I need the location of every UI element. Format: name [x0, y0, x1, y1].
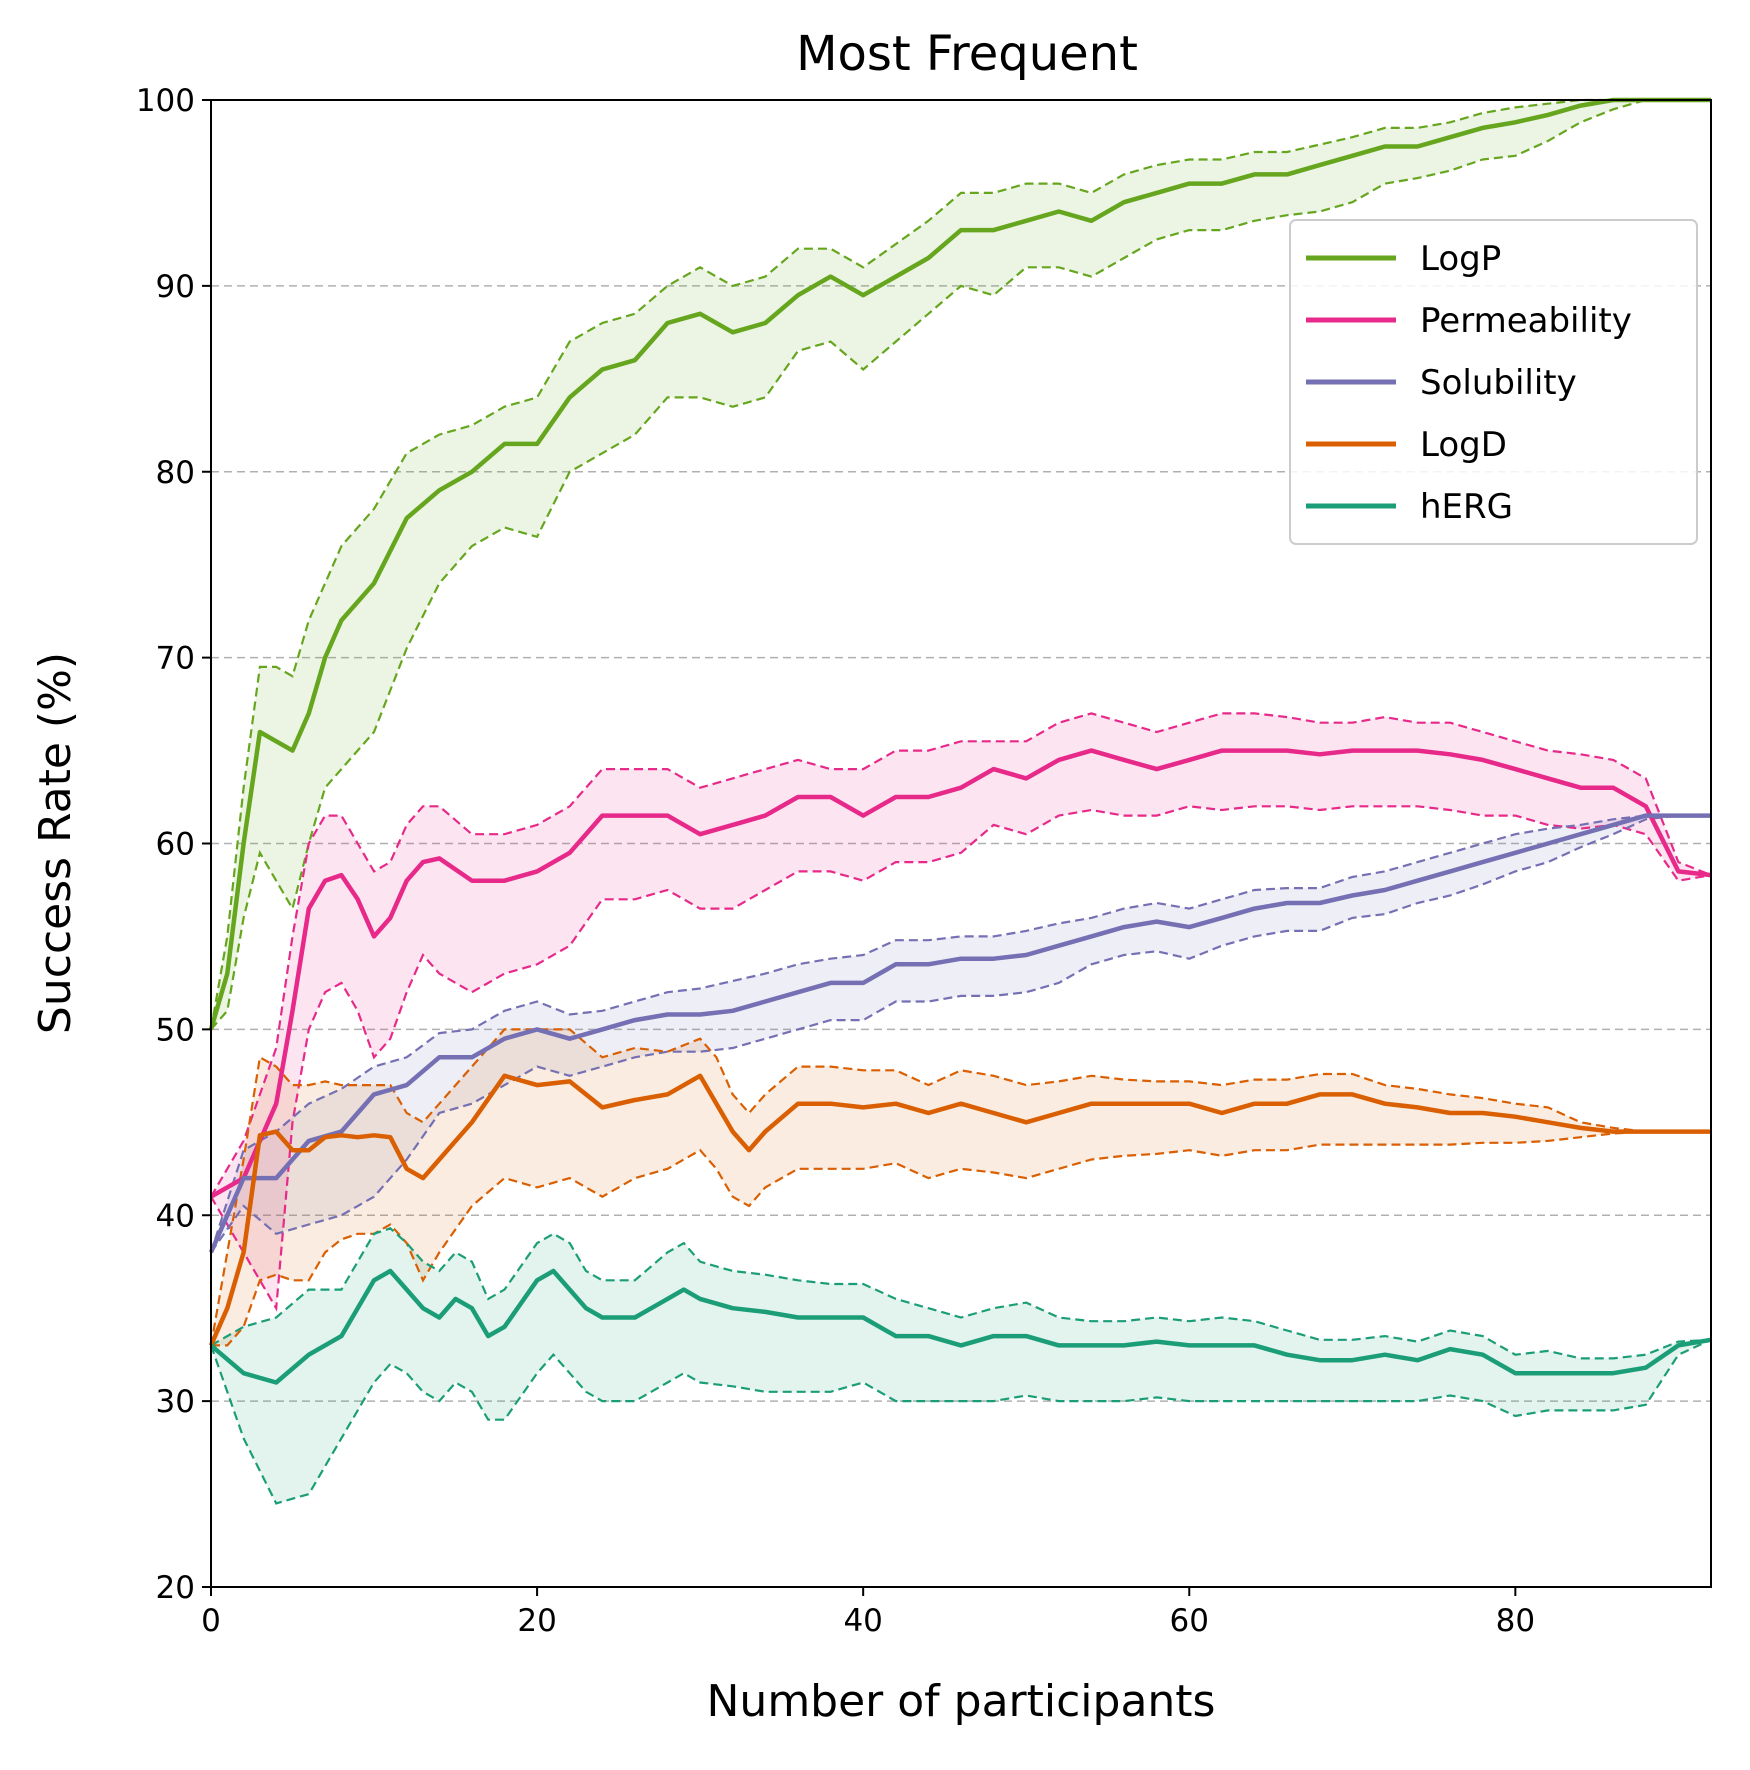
legend-label-solubility: Solubility	[1420, 363, 1577, 403]
x-tick-label: 40	[843, 1603, 882, 1639]
logp-band	[211, 100, 1711, 1030]
x-tick-label: 80	[1496, 1603, 1535, 1639]
x-axis-label: Number of participants	[707, 1676, 1216, 1727]
y-tick-label: 30	[156, 1384, 195, 1420]
y-tick-label: 70	[156, 641, 195, 677]
herg-band	[211, 1228, 1711, 1504]
solubility-band	[211, 815, 1711, 1253]
logd-line	[208, 1073, 1711, 1347]
logp-lower-bound	[210, 98, 1711, 1031]
permeability-lower-bound	[210, 805, 1712, 1312]
confidence-bounds	[209, 98, 1712, 1505]
y-axis-ticks: 20 30 40 50 60 70 80 90 100	[136, 83, 211, 1606]
herg-upper-bound	[210, 1227, 1712, 1360]
logd-band	[211, 1029, 1711, 1346]
legend-label-logd: LogD	[1420, 425, 1507, 465]
series-lines	[208, 97, 1712, 1385]
solubility-lower-bound	[210, 814, 1711, 1254]
legend-box	[1289, 219, 1698, 545]
legend-label-permeability: Permeability	[1420, 301, 1632, 341]
y-tick-label: 40	[156, 1198, 195, 1234]
herg-line	[209, 1268, 1712, 1385]
y-axis-label: Success Rate (%)	[30, 652, 81, 1034]
x-tick-label: 20	[517, 1603, 556, 1639]
permeability-upper-bound	[210, 712, 1712, 1198]
x-tick-label: 0	[201, 1603, 221, 1639]
legend-label-herg: hERG	[1420, 487, 1513, 527]
logp-upper-bound	[209, 98, 1711, 1030]
logd-upper-bound	[209, 1028, 1711, 1346]
y-tick-label: 20	[156, 1570, 195, 1606]
legend-label-logp: LogP	[1420, 239, 1501, 279]
y-tick-label: 60	[156, 827, 195, 863]
permeability-band	[211, 713, 1711, 1309]
x-tick-label: 60	[1170, 1603, 1209, 1639]
chart-title: Most Frequent	[796, 26, 1138, 82]
logd-lower-bound	[211, 1130, 1711, 1347]
herg-lower-bound	[209, 1338, 1712, 1505]
logp-line	[208, 97, 1711, 1031]
solubility-line	[208, 813, 1711, 1254]
solubility-upper-bound	[209, 814, 1711, 1253]
legend: LogP Permeability Solubility LogD hERG	[1289, 219, 1698, 545]
confidence-bands	[211, 100, 1711, 1504]
y-tick-label: 90	[156, 269, 195, 305]
y-tick-label: 80	[156, 455, 195, 491]
y-tick-label: 50	[156, 1012, 195, 1048]
y-tick-label: 100	[136, 83, 195, 119]
permeability-line	[209, 748, 1712, 1199]
x-axis-ticks: 0 20 40 60 80	[201, 1587, 1535, 1639]
